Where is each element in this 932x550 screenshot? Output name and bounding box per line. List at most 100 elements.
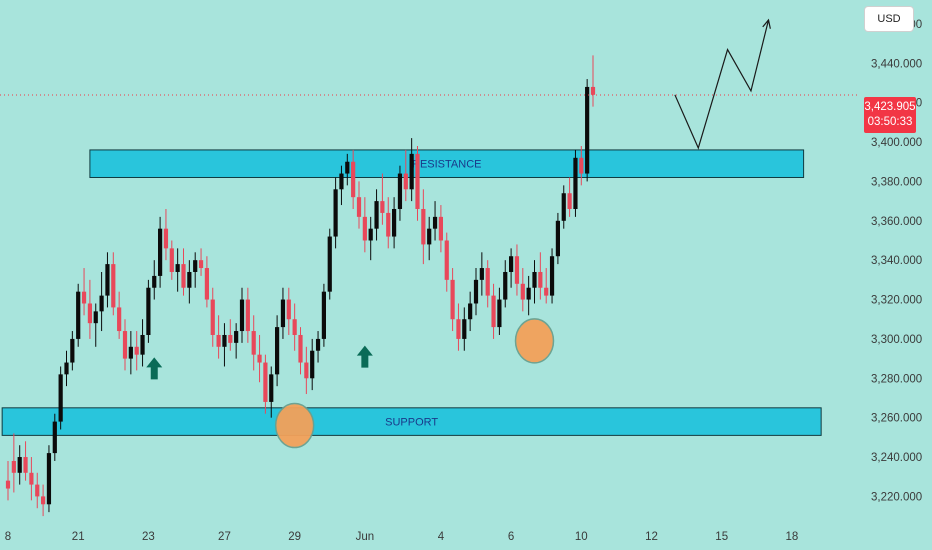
bullish-candle	[479, 268, 484, 280]
highlight-circle	[274, 402, 315, 449]
bearish-candle	[356, 197, 362, 217]
bullish-candle	[46, 453, 52, 505]
projection-path	[674, 19, 770, 150]
bearish-candle	[485, 268, 490, 296]
current-price-value: 3,423.905	[864, 101, 916, 113]
bearish-candle	[204, 268, 209, 300]
bearish-candle	[87, 303, 92, 324]
candle-countdown: 03:50:33	[867, 116, 913, 128]
bullish-candle	[409, 153, 414, 190]
zones-layer: RESISTANCE SUPPORT	[1, 149, 822, 436]
bearish-candle	[228, 334, 233, 343]
price-tick-label: 3,400.000	[871, 137, 922, 149]
bearish-candle	[567, 193, 572, 209]
bullish-candle	[333, 189, 338, 237]
price-tick-label: 3,360.000	[871, 216, 922, 228]
bullish-candle	[239, 299, 245, 332]
bearish-candle	[403, 173, 408, 190]
bearish-candle	[292, 319, 297, 335]
bearish-candle	[134, 346, 139, 355]
time-tick-label: 21	[72, 531, 85, 543]
bullish-candle	[473, 279, 479, 304]
bullish-candle	[17, 457, 22, 473]
time-tick-label: 12	[645, 531, 658, 543]
time-tick-label: 23	[142, 531, 155, 543]
bullish-candle	[532, 271, 537, 288]
bullish-candle	[497, 299, 502, 328]
bearish-candle	[29, 472, 34, 485]
bearish-candle	[491, 295, 496, 328]
bullish-candle	[321, 291, 326, 339]
bearish-candle	[421, 208, 426, 245]
bearish-candle	[456, 319, 461, 339]
price-tick-label: 3,440.000	[871, 58, 922, 70]
bearish-candle	[362, 216, 367, 241]
bullish-candle	[585, 86, 590, 174]
bearish-candle	[5, 480, 11, 489]
bullish-candle	[58, 374, 63, 422]
bullish-candle	[234, 331, 239, 343]
bullish-candle	[146, 287, 151, 335]
bearish-candle	[210, 299, 215, 335]
bullish-candle	[152, 275, 157, 288]
candles-layer	[5, 55, 596, 517]
time-tick-label: 4	[438, 531, 445, 543]
bullish-candle	[269, 374, 274, 402]
highlight-circle	[514, 318, 555, 364]
bearish-candle	[380, 201, 385, 213]
support-label: SUPPORT	[385, 417, 438, 429]
bearish-candle	[444, 240, 449, 280]
bearish-candle	[23, 457, 28, 473]
currency-button[interactable]: USD	[864, 6, 914, 32]
bearish-candle	[415, 153, 420, 209]
bearish-candle	[263, 362, 268, 402]
bullish-candle	[93, 311, 98, 324]
bullish-candle	[158, 228, 163, 276]
bullish-candle	[549, 256, 555, 296]
bullish-candle	[526, 287, 531, 300]
time-tick-label: 27	[218, 531, 231, 543]
bullish-candle	[327, 236, 332, 292]
bullish-candle	[468, 303, 473, 320]
price-tick-label: 3,240.000	[871, 452, 922, 464]
bearish-candle	[117, 307, 122, 332]
bullish-candle	[275, 327, 280, 375]
bullish-candle	[310, 350, 315, 379]
price-axis[interactable]: 3,220.000 3,240.000 3,260.000 3,280.000 3,30…	[871, 19, 922, 503]
bullish-candle	[339, 173, 344, 190]
bearish-candle	[304, 362, 309, 379]
bearish-candle	[286, 299, 291, 320]
time-tick-label: 10	[575, 531, 588, 543]
bullish-candle	[462, 319, 467, 339]
bearish-candle	[351, 161, 356, 198]
price-tick-label: 3,300.000	[871, 334, 922, 346]
time-tick-label: 6	[508, 531, 514, 543]
bullish-candle	[392, 208, 397, 237]
bearish-candle	[579, 157, 584, 174]
bullish-candle	[315, 338, 321, 351]
time-tick-label: 15	[715, 531, 728, 543]
bullish-candle	[427, 228, 432, 245]
bearish-candle	[216, 334, 221, 347]
resistance-label: RESISTANCE	[412, 159, 481, 171]
bullish-candle	[573, 157, 578, 209]
bearish-candle	[386, 212, 391, 237]
price-tick-label: 3,220.000	[871, 491, 922, 503]
bearish-candle	[438, 216, 443, 241]
bullish-candle	[140, 334, 145, 355]
price-tick-label: 3,320.000	[871, 295, 922, 307]
bullish-candle	[99, 295, 104, 312]
bearish-candle	[41, 496, 46, 505]
bearish-candle	[251, 331, 256, 355]
bearish-candle	[450, 279, 455, 320]
up-arrow-icon	[356, 345, 373, 368]
bullish-candle	[175, 264, 180, 272]
support-zone	[1, 407, 822, 436]
bearish-candle	[163, 228, 169, 249]
price-tick-label: 3,380.000	[871, 176, 922, 188]
time-axis[interactable]: 8 21 23 27 29 Jun 4 6 10 12 15 18	[5, 531, 799, 543]
time-tick-label: Jun	[356, 531, 375, 543]
bullish-candle	[70, 338, 75, 363]
time-tick-label: 8	[5, 531, 11, 543]
